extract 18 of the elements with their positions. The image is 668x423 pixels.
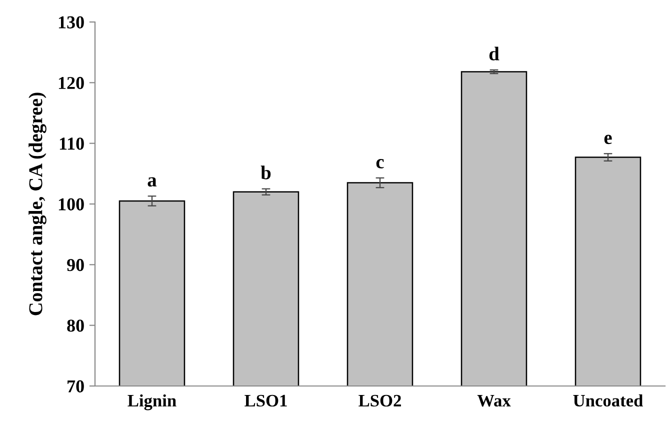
annotation: c bbox=[376, 159, 384, 168]
x-tick-label: Wax bbox=[477, 395, 511, 407]
y-axis-title: Contact angle, CA (degree) bbox=[28, 92, 46, 316]
y-tick-label: 70 bbox=[68, 380, 84, 392]
y-tick-label: 110 bbox=[60, 138, 84, 150]
x-tick-label: LSO2 bbox=[358, 394, 401, 407]
y-tick-label: 100 bbox=[58, 198, 84, 210]
annotation: e bbox=[604, 134, 612, 144]
annotation: d bbox=[489, 46, 500, 60]
annotation: a bbox=[148, 177, 157, 187]
y-tick-label: 130 bbox=[58, 16, 84, 28]
x-tick-label: Lignin bbox=[128, 394, 176, 410]
y-tick-label: 80 bbox=[67, 320, 84, 332]
x-tick-label: LSO1 bbox=[244, 394, 287, 407]
y-tick-label: 90 bbox=[67, 258, 84, 272]
x-tick-label: Uncoated bbox=[573, 394, 644, 407]
y-tick-label: 120 bbox=[58, 76, 84, 90]
annotation: b bbox=[260, 166, 271, 180]
